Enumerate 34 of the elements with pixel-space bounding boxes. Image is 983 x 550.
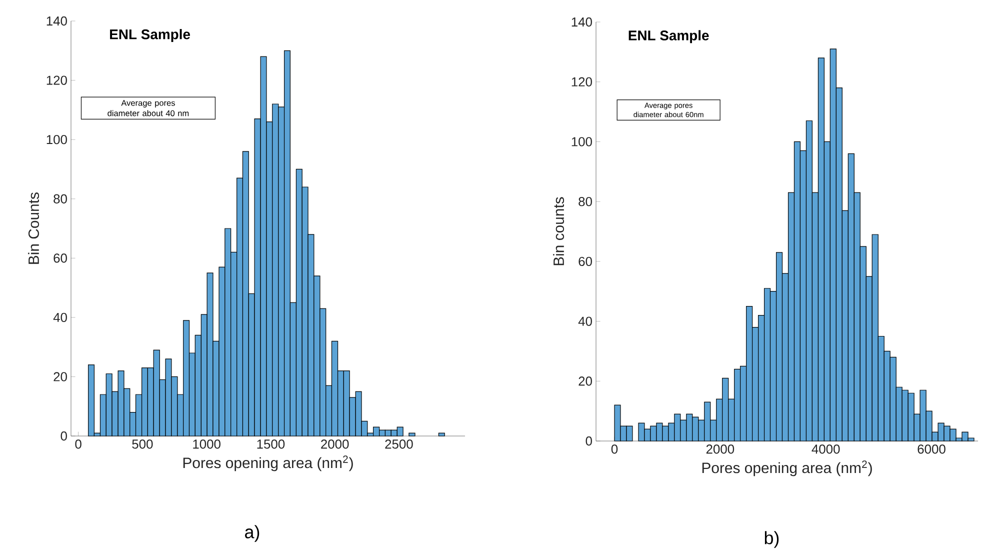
y-tick-label: 60: [578, 256, 592, 266]
y-tick-label: 0: [60, 431, 67, 441]
y-tick-label: 20: [578, 376, 592, 386]
x-tick-label: 2000: [706, 444, 734, 454]
y-axis-title: Bin Counts: [28, 192, 40, 264]
x-tick-label: 2000: [321, 440, 349, 449]
y-tick-label: 100: [572, 137, 592, 146]
y-tick-label: 60: [54, 254, 67, 263]
x-axis-title: Pores opening area (nm$^{2}$): [183, 456, 353, 472]
y-tick-label: 40: [53, 312, 67, 322]
x-tick-label: 0: [611, 444, 618, 454]
text: b): [764, 531, 779, 548]
x-tick-label: 2500: [385, 440, 413, 449]
x-tick-label: 4000: [812, 444, 840, 454]
y-tick-label: 140: [46, 16, 67, 26]
y-tick-label: 40: [578, 316, 592, 326]
y-tick-label: 80: [578, 196, 592, 206]
x-axis-title: Pores opening area (nm$^{2}$): [702, 460, 872, 476]
y-tick-label: 100: [46, 134, 67, 144]
y-tick-label: 120: [46, 76, 67, 85]
x-tick-label: 500: [132, 440, 153, 449]
text: ENL Sample: [110, 29, 190, 42]
y-tick-label: 80: [54, 194, 67, 204]
y-tick-label: 120: [572, 77, 592, 86]
x-tick-label: 0: [75, 440, 82, 449]
x-tick-label: 1500: [257, 440, 285, 449]
y-tick-label: 20: [54, 372, 67, 382]
x-tick-label: 6000: [918, 444, 946, 454]
text: ENL Sample: [628, 30, 709, 44]
x-tick-label: 1000: [193, 440, 220, 449]
y-tick-label: 140: [572, 17, 592, 27]
y-axis-title: Bin counts: [553, 197, 564, 266]
text: a): [245, 525, 260, 542]
annotation: Average pores diameter about 40 nm: [108, 100, 189, 116]
